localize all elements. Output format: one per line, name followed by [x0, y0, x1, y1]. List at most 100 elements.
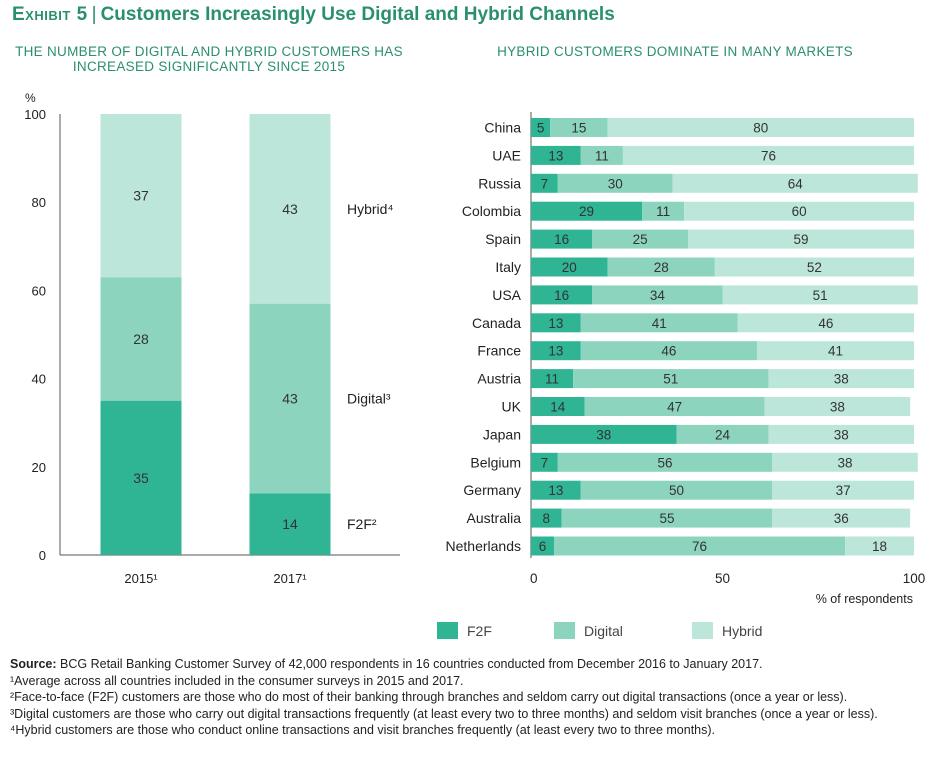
y-tick-label-40: 40: [32, 372, 46, 387]
data-label-italy-hybrid: 52: [807, 260, 822, 275]
bar-japan-digital: [676, 424, 769, 444]
bar-australia-f2f: [531, 508, 562, 528]
data-label-usa-f2f: 16: [554, 288, 569, 303]
bar-germany-hybrid: [772, 480, 914, 500]
x-axis-title: % of respondents: [816, 592, 913, 606]
data-label-germany-hybrid: 37: [836, 483, 851, 498]
right-chart-title: HYBRID CUSTOMERS DOMINATE IN MANY MARKET…: [497, 44, 853, 59]
source-text: BCG Retail Banking Customer Survey of 42…: [60, 657, 763, 671]
data-label-netherlands-hybrid: 18: [872, 539, 887, 554]
data-label-belgium-digital: 56: [658, 455, 673, 470]
data-label-2015-hybrid: 37: [133, 188, 149, 204]
country-label-germany: Germany: [463, 482, 521, 498]
bar-germany-digital: [580, 480, 773, 500]
data-label-canada-f2f: 13: [548, 316, 563, 331]
country-label-italy: Italy: [495, 259, 521, 275]
bar-germany-f2f: [531, 480, 581, 500]
source-label: Source:: [10, 657, 57, 671]
chart-canvas: %0204060801003528372015¹1443432017¹F2F²D…: [24, 91, 926, 639]
bar-uae-hybrid: [622, 145, 914, 165]
data-label-belgium-f2f: 7: [541, 455, 549, 470]
bar-canada-hybrid: [737, 313, 914, 333]
country-label-usa: USA: [492, 287, 521, 303]
country-label-netherlands: Netherlands: [446, 538, 522, 554]
country-label-france: France: [477, 343, 521, 359]
bar-uae-digital: [580, 145, 623, 165]
bar-2015-hybrid: [100, 114, 182, 278]
data-label-usa-hybrid: 51: [813, 288, 828, 303]
data-label-italy-f2f: 20: [562, 260, 577, 275]
x-tick-label-100: 100: [903, 571, 926, 586]
data-label-japan-f2f: 38: [596, 427, 611, 442]
bar-2017-digital: [249, 303, 331, 494]
bar-russia-f2f: [531, 173, 558, 193]
data-label-australia-digital: 55: [659, 511, 674, 526]
data-label-netherlands-f2f: 6: [539, 539, 547, 554]
data-label-italy-digital: 28: [654, 260, 669, 275]
data-label-canada-digital: 41: [652, 316, 667, 331]
x-tick-label-2015: 2015¹: [124, 571, 158, 586]
data-label-france-f2f: 13: [548, 344, 563, 359]
country-label-canada: Canada: [472, 315, 521, 331]
y-tick-label-0: 0: [39, 548, 46, 563]
bar-belgium-digital: [557, 452, 773, 472]
footnotes: Source: BCG Retail Banking Customer Surv…: [10, 656, 910, 739]
x-tick-label-50: 50: [715, 571, 730, 586]
x-tick-label-2017: 2017¹: [273, 571, 307, 586]
legend-swatch-f2f: [437, 622, 458, 639]
bar-china-f2f: [531, 118, 551, 137]
country-label-australia: Australia: [467, 510, 522, 526]
legend-swatch-hybrid: [692, 622, 713, 639]
bar-uk-f2f: [531, 397, 585, 416]
bar-2017-hybrid: [249, 114, 331, 304]
data-label-austria-f2f: 11: [545, 372, 559, 387]
segment-label-hybrid: Hybrid⁴: [347, 201, 393, 217]
bar-spain-digital: [592, 229, 689, 249]
bar-usa-hybrid: [722, 285, 918, 305]
data-label-spain-hybrid: 59: [793, 232, 808, 247]
data-label-china-hybrid: 80: [753, 121, 768, 136]
exhibit-heading: Customers Increasingly Use Digital and H…: [100, 4, 615, 25]
exhibit-title: Exhibit 5 | Customers Increasingly Use Dig…: [12, 4, 615, 26]
bar-usa-f2f: [531, 285, 593, 305]
source-note: Source: BCG Retail Banking Customer Surv…: [10, 656, 910, 673]
data-label-belgium-hybrid: 38: [838, 455, 853, 470]
bar-uk-digital: [584, 397, 765, 416]
bar-france-digital: [580, 341, 757, 361]
legend-label-f2f: F2F: [467, 623, 492, 639]
bar-spain-f2f: [531, 229, 593, 249]
data-label-japan-hybrid: 38: [834, 427, 849, 442]
data-label-colombia-digital: 11: [656, 204, 670, 219]
y-tick-label-20: 20: [32, 460, 46, 475]
data-label-uae-f2f: 13: [548, 148, 563, 163]
bar-netherlands-f2f: [531, 536, 554, 556]
data-label-uae-digital: 11: [595, 148, 609, 163]
bar-france-f2f: [531, 341, 581, 361]
bar-uae-f2f: [531, 145, 581, 165]
title-divider: |: [91, 4, 97, 25]
bar-colombia-hybrid: [684, 201, 914, 221]
country-label-japan: Japan: [483, 426, 521, 442]
data-label-netherlands-digital: 76: [692, 539, 707, 554]
data-label-2015-f2f: 35: [133, 470, 149, 486]
y-axis-unit-label: %: [25, 91, 36, 105]
data-label-japan-digital: 24: [715, 427, 731, 442]
data-label-uk-hybrid: 38: [830, 400, 845, 415]
data-label-2017-f2f: 14: [282, 516, 298, 532]
bar-austria-f2f: [531, 369, 574, 389]
data-label-spain-f2f: 16: [554, 232, 569, 247]
data-label-australia-hybrid: 36: [834, 511, 849, 526]
bar-2017-f2f: [249, 493, 331, 555]
left-chart-title: THE NUMBER OF DIGITAL AND HYBRID CUSTOME…: [15, 44, 403, 74]
y-tick-label-100: 100: [24, 107, 46, 122]
bar-italy-digital: [607, 257, 715, 277]
country-label-uk: UK: [502, 399, 522, 415]
data-label-colombia-hybrid: 60: [792, 204, 807, 219]
country-label-colombia: Colombia: [462, 203, 521, 219]
bar-canada-f2f: [531, 313, 581, 333]
data-label-uae-hybrid: 76: [761, 148, 776, 163]
bar-austria-digital: [573, 369, 769, 389]
data-label-2017-digital: 43: [282, 390, 298, 406]
legend-label-digital: Digital: [584, 623, 623, 639]
data-label-france-hybrid: 41: [828, 344, 843, 359]
